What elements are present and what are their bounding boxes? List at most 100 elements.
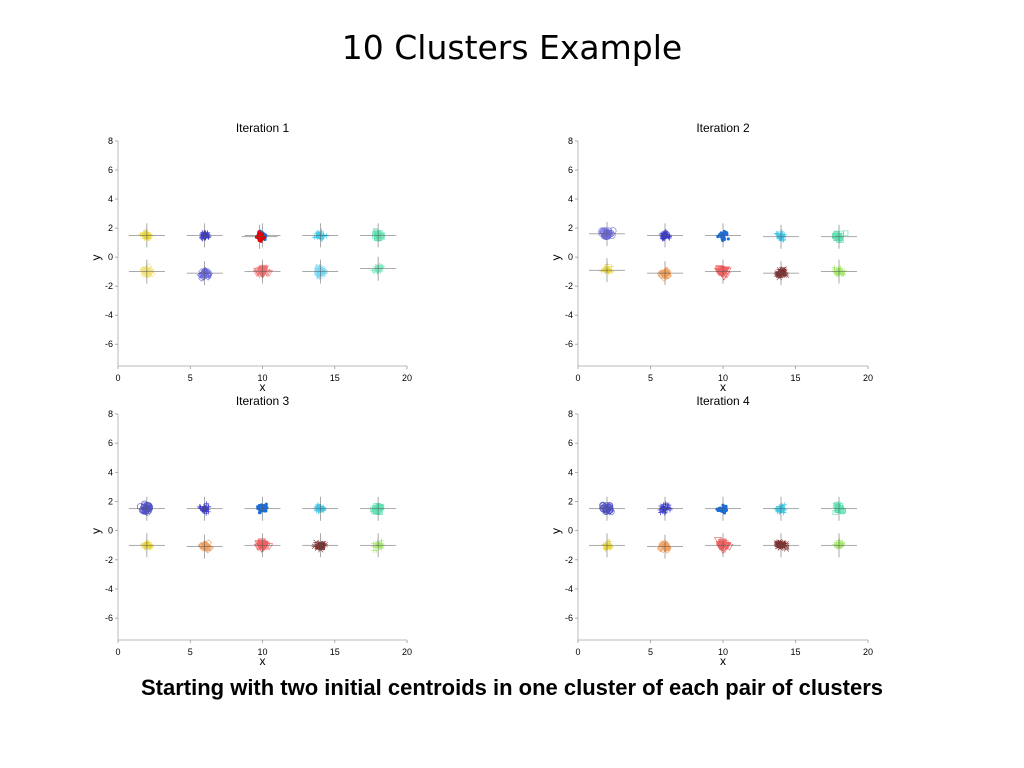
cluster [821, 224, 857, 249]
x-tick-label: 15 [790, 373, 800, 383]
y-tick-label: -6 [105, 339, 113, 349]
data-point [373, 228, 379, 234]
y-tick-label: 2 [568, 223, 573, 233]
data-point [375, 268, 381, 274]
cluster [128, 223, 165, 248]
data-point [378, 263, 384, 269]
data-point [257, 540, 266, 548]
data-point [606, 268, 612, 274]
data-point [658, 272, 665, 280]
data-point [198, 505, 204, 511]
x-tick-label: 20 [402, 373, 412, 383]
y-tick-label: 4 [568, 467, 573, 477]
y-tick-label: -6 [565, 613, 573, 623]
data-point [779, 502, 785, 508]
data-point [256, 506, 260, 511]
data-point [843, 230, 849, 236]
cluster [705, 259, 741, 284]
centroid-marker [186, 223, 223, 248]
data-point [658, 540, 666, 548]
centroid-marker [589, 496, 625, 521]
x-tick-label: 10 [257, 373, 267, 383]
centroid-marker [128, 259, 165, 284]
data-point [201, 540, 209, 548]
cluster [360, 496, 397, 521]
centroid-marker [705, 259, 741, 284]
x-axis-label: x [260, 380, 266, 394]
data-point [602, 232, 610, 240]
x-tick-label: 5 [648, 373, 653, 383]
cluster [241, 224, 278, 249]
centroid-marker [186, 261, 223, 286]
cluster [705, 223, 741, 248]
slide-title: 10 Clusters Example [341, 28, 683, 67]
y-tick-label: 0 [568, 526, 573, 536]
x-tick-label: 10 [718, 373, 728, 383]
centroid-marker [244, 259, 281, 284]
cluster [647, 534, 683, 559]
y-tick-label: 0 [568, 252, 573, 262]
y-tick-label: 2 [108, 223, 113, 233]
y-tick-label: 6 [568, 165, 573, 175]
data-point [201, 508, 207, 514]
y-tick-label: 4 [108, 467, 113, 477]
data-point [662, 229, 668, 235]
x-tick-label: 15 [330, 373, 340, 383]
data-point [374, 505, 380, 511]
y-tick-label: -4 [105, 310, 113, 320]
data-point [718, 506, 722, 511]
centroid-marker [705, 223, 741, 248]
x-tick-label: 10 [718, 647, 728, 657]
cluster [186, 496, 223, 521]
data-point [315, 509, 321, 515]
cluster [705, 533, 741, 558]
y-axis-label: y [549, 255, 563, 261]
data-point [311, 234, 317, 240]
data-point [379, 538, 385, 544]
cluster [244, 533, 281, 558]
y-tick-label: -4 [565, 584, 573, 594]
y-tick-label: 6 [108, 438, 113, 448]
data-point [722, 506, 726, 510]
y-tick-label: 2 [108, 496, 113, 506]
centroid-marker [128, 496, 165, 521]
centroid-marker [821, 224, 857, 249]
data-point [665, 272, 672, 280]
cluster [302, 259, 339, 284]
data-point [199, 270, 207, 277]
chart-title: Iteration 2 [696, 121, 750, 135]
data-point [779, 229, 785, 235]
data-point [779, 505, 785, 511]
centroid-marker [360, 223, 397, 248]
slide-caption: Starting with two initial centroids in o… [140, 675, 883, 700]
data-point [252, 270, 262, 277]
cluster [821, 496, 857, 521]
data-point [837, 538, 843, 544]
centroid-marker [589, 258, 625, 283]
data-point [664, 232, 670, 238]
data-point [148, 233, 154, 239]
chart-title: Iteration 4 [696, 394, 750, 408]
data-point [608, 264, 614, 270]
centroid-marker [647, 223, 683, 248]
data-point [196, 271, 204, 279]
y-tick-label: 6 [108, 165, 113, 175]
x-tick-label: 0 [575, 373, 580, 383]
data-point [715, 543, 725, 551]
data-point [663, 229, 669, 235]
y-tick-label: 8 [568, 409, 573, 419]
x-tick-label: 15 [790, 647, 800, 657]
data-point [376, 235, 382, 241]
cluster [589, 221, 625, 246]
y-axis-label: y [89, 255, 103, 261]
y-tick-label: 8 [108, 136, 113, 146]
data-point [317, 503, 323, 509]
centroid-marker [647, 261, 683, 286]
y-tick-label: 4 [568, 194, 573, 204]
data-point [144, 504, 152, 512]
data-point [372, 266, 378, 272]
cluster [647, 496, 683, 521]
centroid-marker [763, 224, 799, 249]
y-tick-label: -2 [105, 555, 113, 565]
